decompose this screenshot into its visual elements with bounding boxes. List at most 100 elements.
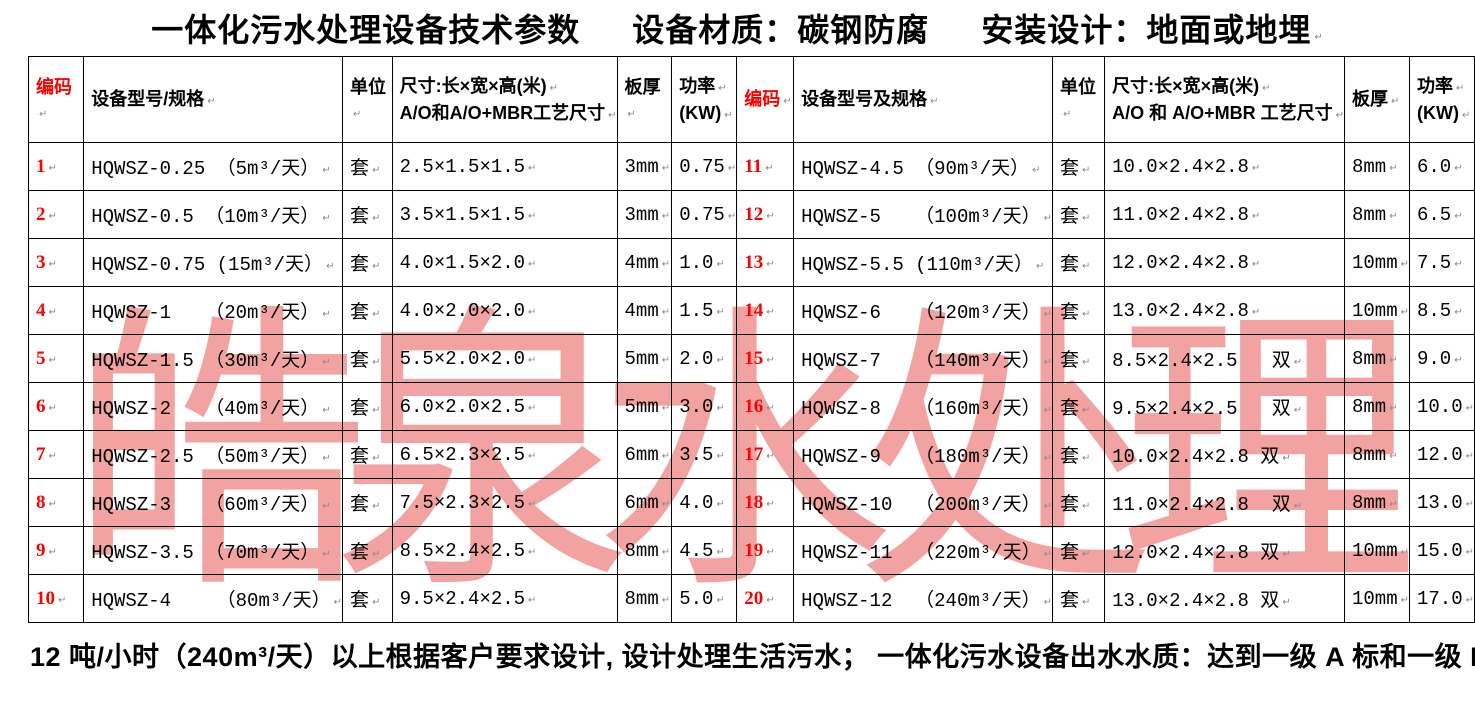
table-row: 15 HQWSZ-7 （140m³/天） 套 8.5×2.4×2.5 双 8mm… xyxy=(736,334,1475,383)
cell-power: 6.0 xyxy=(1408,142,1475,191)
cell-dims: 11.0×2.4×2.8 双 xyxy=(1104,478,1345,527)
cell-power: 9.0 xyxy=(1408,334,1475,383)
cell-dims: 6.0×2.0×2.5 xyxy=(391,382,618,431)
cell-unit: 套 xyxy=(1051,430,1106,479)
cell-code: 7 xyxy=(27,430,85,479)
footer-note: 12 吨/小时（240m³/天）以上根据客户要求设计, 设计处理生活污水； 一体… xyxy=(30,635,1475,674)
cell-unit: 套 xyxy=(1051,526,1106,575)
cell-power: 5.0 xyxy=(671,574,738,623)
cell-dims: 3.5×1.5×1.5 xyxy=(391,190,618,239)
cell-code: 20 xyxy=(736,574,795,623)
cell-dims: 2.5×1.5×1.5 xyxy=(391,142,618,191)
table-row: 6 HQWSZ-2 （40m³/天） 套 6.0×2.0×2.5 5mm 3.0 xyxy=(27,382,738,431)
cell-model: HQWSZ-0.25 （5m³/天） xyxy=(83,142,344,191)
cell-model: HQWSZ-8 （160m³/天） xyxy=(793,382,1053,431)
col-header-power: 功率 (KW) xyxy=(1408,56,1475,143)
cell-power: 3.0 xyxy=(671,382,738,431)
table-row: 13 HQWSZ-5.5 (110m³/天） 套 12.0×2.4×2.8 10… xyxy=(736,238,1475,287)
cell-code: 16 xyxy=(736,382,795,431)
cell-thickness: 10mm xyxy=(1343,574,1410,623)
cell-model: HQWSZ-0.5 （10m³/天） xyxy=(83,190,344,239)
table-row: 8 HQWSZ-3 （60m³/天） 套 7.5×2.3×2.5 6mm 4.0 xyxy=(27,478,738,527)
cell-power: 17.0 xyxy=(1408,574,1475,623)
cell-dims: 12.0×2.4×2.8 双 xyxy=(1104,526,1345,575)
cell-thickness: 3mm xyxy=(616,142,673,191)
cell-power: 15.0 xyxy=(1408,526,1475,575)
cell-model: HQWSZ-11 （220m³/天） xyxy=(793,526,1053,575)
header-row: 编码 设备型号及规格 单位 尺寸:长×宽×高(米) A/O 和 A/O+MBR … xyxy=(736,56,1475,143)
col-header-unit: 单位 xyxy=(342,56,393,143)
cell-unit: 套 xyxy=(342,526,393,575)
page-title: 一体化污水处理设备技术参数 设备材质：碳钢防腐 安装设计：地面或地埋 xyxy=(0,0,1475,56)
cell-model: HQWSZ-12 （240m³/天） xyxy=(793,574,1053,623)
cell-thickness: 5mm xyxy=(616,382,673,431)
cell-power: 1.5 xyxy=(671,286,738,335)
cell-dims: 4.0×2.0×2.0 xyxy=(391,286,618,335)
title-material: 设备材质：碳钢防腐 xyxy=(632,12,930,48)
cell-unit: 套 xyxy=(342,334,393,383)
cell-thickness: 4mm xyxy=(616,238,673,287)
cell-thickness: 8mm xyxy=(1343,382,1410,431)
cell-code: 9 xyxy=(27,526,85,575)
col-header-model: 设备型号及规格 xyxy=(793,56,1053,143)
cell-unit: 套 xyxy=(342,574,393,623)
cell-unit: 套 xyxy=(1051,478,1106,527)
table-row: 7 HQWSZ-2.5 （50m³/天） 套 6.5×2.3×2.5 6mm 3… xyxy=(27,430,738,479)
col-header-thickness: 板厚 xyxy=(1343,56,1410,143)
cell-dims: 7.5×2.3×2.5 xyxy=(391,478,618,527)
cell-unit: 套 xyxy=(1051,142,1106,191)
table-row: 19 HQWSZ-11 （220m³/天） 套 12.0×2.4×2.8 双 1… xyxy=(736,526,1475,575)
cell-model: HQWSZ-1.5 （30m³/天） xyxy=(83,334,344,383)
cell-power: 13.0 xyxy=(1408,478,1475,527)
cell-thickness: 8mm xyxy=(1343,190,1410,239)
cell-dims: 5.5×2.0×2.0 xyxy=(391,334,618,383)
cell-model: HQWSZ-5.5 (110m³/天） xyxy=(793,238,1053,287)
cell-code: 1 xyxy=(27,142,85,191)
cell-code: 19 xyxy=(736,526,795,575)
table-row: 5 HQWSZ-1.5 （30m³/天） 套 5.5×2.0×2.0 5mm 2… xyxy=(27,334,738,383)
cell-model: HQWSZ-2.5 （50m³/天） xyxy=(83,430,344,479)
cell-unit: 套 xyxy=(1051,334,1106,383)
cell-thickness: 6mm xyxy=(616,430,673,479)
cell-power: 3.5 xyxy=(671,430,738,479)
cell-thickness: 5mm xyxy=(616,334,673,383)
cell-model: HQWSZ-1 （20m³/天） xyxy=(83,286,344,335)
col-header-code: 编码 xyxy=(736,56,795,143)
cell-model: HQWSZ-3 （60m³/天） xyxy=(83,478,344,527)
cell-model: HQWSZ-9 （180m³/天） xyxy=(793,430,1053,479)
header-row: 编码 设备型号/规格 单位 尺寸:长×宽×高(米) A/O和A/O+MBR工艺尺… xyxy=(27,56,738,143)
cell-thickness: 8mm xyxy=(1343,142,1410,191)
cell-model: HQWSZ-4.5 （90m³/天） xyxy=(793,142,1053,191)
cell-code: 10 xyxy=(27,574,85,623)
cell-code: 17 xyxy=(736,430,795,479)
cell-thickness: 8mm xyxy=(616,526,673,575)
cell-unit: 套 xyxy=(1051,238,1106,287)
cell-dims: 10.0×2.4×2.8 xyxy=(1104,142,1345,191)
cell-power: 4.0 xyxy=(671,478,738,527)
col-header-dims: 尺寸:长×宽×高(米) A/O和A/O+MBR工艺尺寸 xyxy=(391,56,618,143)
cell-model: HQWSZ-0.75 (15m³/天） xyxy=(83,238,344,287)
cell-unit: 套 xyxy=(1051,190,1106,239)
cell-unit: 套 xyxy=(342,238,393,287)
cell-code: 6 xyxy=(27,382,85,431)
cell-model: HQWSZ-5 （100m³/天） xyxy=(793,190,1053,239)
cell-code: 18 xyxy=(736,478,795,527)
cell-code: 13 xyxy=(736,238,795,287)
cell-power: 7.5 xyxy=(1408,238,1475,287)
cell-power: 0.75 xyxy=(671,142,738,191)
col-header-thickness: 板厚 xyxy=(616,56,673,143)
cell-thickness: 10mm xyxy=(1343,238,1410,287)
cell-dims: 8.5×2.4×2.5 xyxy=(391,526,618,575)
cell-dims: 6.5×2.3×2.5 xyxy=(391,430,618,479)
cell-thickness: 8mm xyxy=(1343,430,1410,479)
col-header-model: 设备型号/规格 xyxy=(83,56,344,143)
cell-dims: 12.0×2.4×2.8 xyxy=(1104,238,1345,287)
table-row: 3 HQWSZ-0.75 (15m³/天） 套 4.0×1.5×2.0 4mm … xyxy=(27,238,738,287)
table-row: 20 HQWSZ-12 （240m³/天） 套 13.0×2.4×2.8 双 1… xyxy=(736,574,1475,623)
table-row: 4 HQWSZ-1 （20m³/天） 套 4.0×2.0×2.0 4mm 1.5 xyxy=(27,286,738,335)
cell-code: 4 xyxy=(27,286,85,335)
cell-unit: 套 xyxy=(1051,574,1106,623)
cell-power: 0.75 xyxy=(671,190,738,239)
table-row: 18 HQWSZ-10 （200m³/天） 套 11.0×2.4×2.8 双 8… xyxy=(736,478,1475,527)
